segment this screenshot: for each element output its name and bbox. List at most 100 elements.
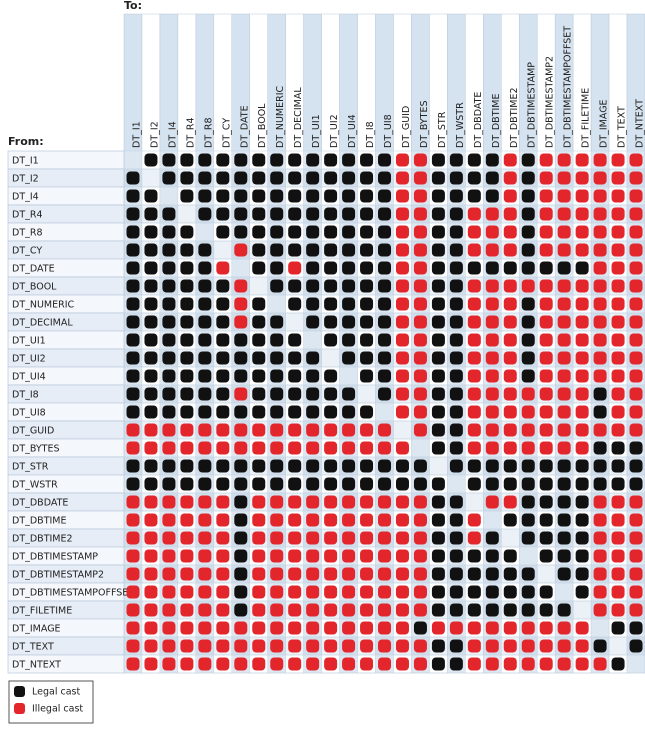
- illegal-cast: [198, 423, 212, 437]
- illegal-cast: [306, 603, 320, 617]
- legal-cast: [485, 567, 499, 581]
- illegal-cast: [288, 423, 302, 437]
- legal-cast: [467, 603, 481, 617]
- legal-cast: [521, 603, 535, 617]
- legal-cast: [521, 189, 535, 203]
- illegal-cast: [467, 243, 481, 257]
- illegal-cast: [395, 603, 409, 617]
- legal-cast: [234, 171, 248, 185]
- illegal-cast: [216, 423, 230, 437]
- row-label: DT_IMAGE: [12, 624, 61, 635]
- illegal-cast: [467, 405, 481, 419]
- illegal-cast: [629, 171, 643, 185]
- illegal-cast: [162, 657, 176, 671]
- illegal-cast: [288, 441, 302, 455]
- illegal-cast: [593, 567, 607, 581]
- legal-cast: [449, 369, 463, 383]
- illegal-cast: [449, 621, 463, 635]
- legal-cast: [288, 459, 302, 473]
- legal-cast: [431, 315, 445, 329]
- legal-cast: [234, 549, 248, 563]
- legal-cast: [144, 243, 158, 257]
- illegal-cast: [575, 279, 589, 293]
- illegal-cast: [378, 639, 392, 653]
- legal-cast: [162, 279, 176, 293]
- illegal-cast: [126, 531, 140, 545]
- illegal-cast: [324, 495, 338, 509]
- illegal-cast: [234, 639, 248, 653]
- legal-cast: [144, 459, 158, 473]
- legal-cast: [162, 297, 176, 311]
- legal-cast: [180, 297, 194, 311]
- legal-cast: [467, 153, 481, 167]
- illegal-cast: [270, 495, 284, 509]
- row-label: DT_UI1: [12, 336, 46, 347]
- legal-cast: [342, 477, 356, 491]
- legal-cast: [557, 261, 571, 275]
- legal-cast: [288, 207, 302, 221]
- legal-cast: [342, 261, 356, 275]
- legal-cast: [521, 369, 535, 383]
- illegal-cast: [629, 387, 643, 401]
- legal-cast: [575, 567, 589, 581]
- legal-cast: [557, 495, 571, 509]
- illegal-cast: [270, 657, 284, 671]
- illegal-cast: [360, 657, 374, 671]
- legal-cast: [521, 513, 535, 527]
- legal-cast: [216, 459, 230, 473]
- legal-cast: [378, 315, 392, 329]
- legal-cast: [216, 225, 230, 239]
- illegal-cast: [144, 531, 158, 545]
- column-label: DT_DBTIMESTAMP2: [545, 56, 556, 148]
- legal-cast: [342, 207, 356, 221]
- illegal-cast: [198, 603, 212, 617]
- illegal-cast: [611, 405, 625, 419]
- legal-cast: [252, 189, 266, 203]
- legal-cast: [162, 243, 176, 257]
- legal-cast: [216, 369, 230, 383]
- illegal-cast: [234, 657, 248, 671]
- legal-cast: [629, 639, 643, 653]
- illegal-cast: [485, 423, 499, 437]
- illegal-cast: [306, 495, 320, 509]
- legal-cast: [306, 315, 320, 329]
- illegal-cast: [485, 657, 499, 671]
- legal-cast: [216, 279, 230, 293]
- illegal-cast: [270, 531, 284, 545]
- legal-cast: [360, 261, 374, 275]
- illegal-cast: [162, 585, 176, 599]
- row-label: DT_I1: [12, 156, 39, 167]
- illegal-cast: [629, 405, 643, 419]
- legal-cast: [126, 297, 140, 311]
- row-label: DT_UI2: [12, 354, 46, 365]
- illegal-cast: [252, 531, 266, 545]
- illegal-cast: [378, 585, 392, 599]
- illegal-cast: [521, 279, 535, 293]
- illegal-cast: [557, 657, 571, 671]
- illegal-cast: [629, 243, 643, 257]
- illegal-cast: [252, 621, 266, 635]
- illegal-cast: [395, 243, 409, 257]
- illegal-cast: [360, 621, 374, 635]
- row-label: DT_NTEXT: [12, 660, 61, 671]
- legal-cast: [521, 495, 535, 509]
- illegal-cast: [378, 657, 392, 671]
- illegal-cast: [126, 495, 140, 509]
- legal-cast: [449, 207, 463, 221]
- legal-cast: [180, 279, 194, 293]
- illegal-cast: [485, 315, 499, 329]
- illegal-cast: [126, 513, 140, 527]
- column-label: DT_R4: [185, 117, 196, 148]
- illegal-cast: [395, 585, 409, 599]
- legal-cast: [503, 477, 517, 491]
- column-label: DT_NUMERIC: [275, 85, 286, 148]
- column-label: DT_DBTIME: [491, 93, 502, 148]
- illegal-cast: [485, 225, 499, 239]
- legal-cast: [306, 405, 320, 419]
- legal-cast: [270, 405, 284, 419]
- legal-cast: [557, 603, 571, 617]
- row-label: DT_UI4: [12, 372, 46, 383]
- illegal-cast: [467, 351, 481, 365]
- illegal-cast: [252, 441, 266, 455]
- illegal-cast: [539, 207, 553, 221]
